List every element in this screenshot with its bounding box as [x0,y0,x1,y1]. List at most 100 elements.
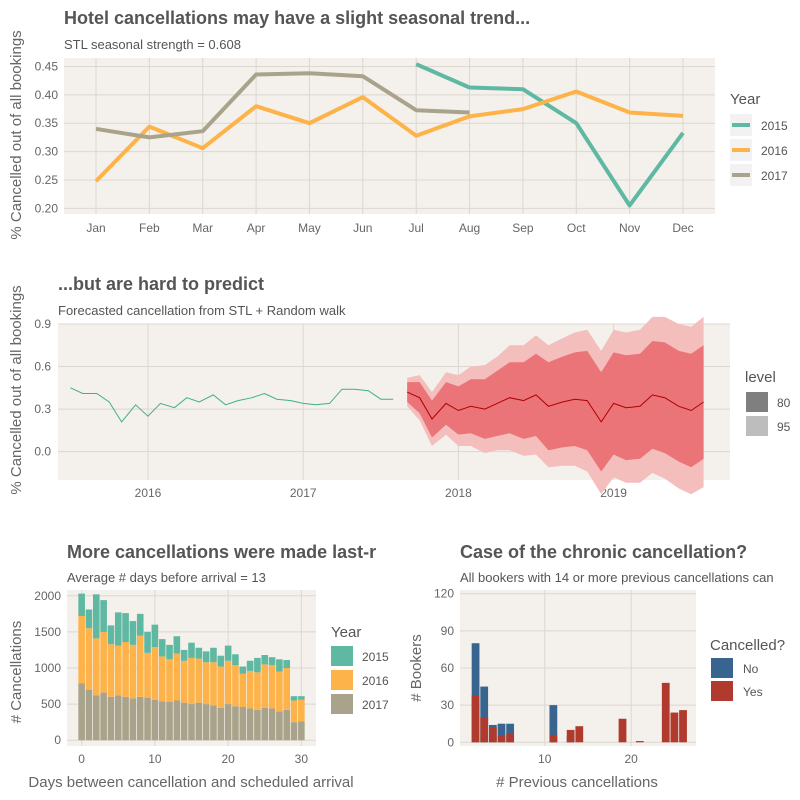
bar-2016 [122,642,129,697]
legend-label: Yes [743,685,763,699]
legend-swatch [711,681,733,701]
bar-2017 [85,689,93,741]
x-tick-label: 10 [148,752,162,766]
bar-2016 [114,645,122,696]
y-tick-label: 1000 [34,661,61,675]
bar-2016 [173,653,181,701]
bar-2015 [261,655,269,665]
chart-subtitle: All bookers with 14 or more previous can… [460,570,774,585]
bar-2016 [268,665,276,709]
y-tick-label: 0.35 [35,116,59,130]
bar-2016 [107,644,115,697]
y-tick-label: 0.6 [34,360,51,374]
forecast-band-80 [407,341,704,472]
x-tick-label: Oct [567,221,586,235]
y-tick-label: 0.20 [35,201,59,215]
bar-2015 [173,636,181,654]
bar-2015 [254,657,261,673]
legend-label: 2015 [362,650,389,664]
bar-2015 [100,600,107,632]
bar-2016 [129,644,137,699]
forecast-mean-line [406,391,704,423]
x-axis-label: # Previous cancellations [496,774,658,791]
x-tick-label: Feb [139,221,160,235]
y-axis-label: # Bookers [408,634,425,702]
history-line [70,387,394,423]
chart-title: Case of the chronic cancellation? [460,542,747,562]
bar-2017 [268,708,276,741]
bar-2017 [202,704,210,741]
bar-2017 [173,700,181,741]
bar-2016 [136,635,144,697]
bar-2016 [261,664,269,708]
bar-2017 [107,696,115,741]
legend-title: level [745,369,776,386]
bar-2017 [188,704,195,741]
bar-yes [679,710,687,743]
legend-label: 2017 [761,169,788,183]
bar-2017 [298,721,305,741]
bar-2017 [217,707,225,741]
bar-2015 [136,613,144,636]
bar-2017 [180,702,188,741]
x-tick-label: 2017 [290,486,317,500]
chart-subtitle: Average # days before arrival = 13 [67,570,266,585]
y-axis-label: % Cancelled out of all bookings [8,30,25,239]
bar-2017 [166,701,173,741]
bar-2015 [195,647,203,659]
bar-no [506,723,515,743]
y-tick-label: 0.3 [34,402,51,416]
bar-2015 [276,659,283,672]
y-tick-label: 0.0 [34,445,51,459]
chart-title: More cancellations were made last-r [67,542,376,562]
bar-2017 [246,708,254,741]
bar-2016 [144,652,151,698]
legend-swatch [331,646,353,666]
legend-label: 80 [777,396,791,410]
legend-swatch [331,694,353,714]
bar-2017 [158,701,166,741]
bar-2015 [180,649,188,661]
bar-yes [549,734,558,743]
legend-swatch [746,416,768,436]
x-tick-label: 2018 [445,486,472,500]
bar-2016 [100,631,107,693]
bar-yes [497,736,506,743]
bar-2015 [129,621,137,645]
bar-2016 [232,665,239,707]
y-tick-label: 90 [441,624,455,638]
y-tick-label: 0.25 [35,173,59,187]
forecast-chart: ...but are hard to predict Forecasted ca… [8,274,791,500]
x-tick-label: 20 [624,752,638,766]
bar-no [471,643,480,743]
legend-label: 2016 [761,144,788,158]
x-tick-label: Aug [459,221,480,235]
bar-2015 [114,612,122,646]
bar-2015 [268,657,276,666]
x-tick-label: 0 [78,752,85,766]
legend-swatch [331,670,353,690]
bar-2015 [210,647,217,663]
x-tick-label: 30 [295,752,309,766]
y-tick-label: 60 [441,661,455,675]
bar-2016 [217,666,225,708]
x-tick-label: 2019 [600,486,627,500]
y-tick-label: 0.40 [35,88,59,102]
series-line-2017 [95,71,470,140]
previous-cancellations-bar-chart: Case of the chronic cancellation? All bo… [408,542,785,791]
y-axis-label: # Cancellations [8,621,25,724]
chart-title: Hotel cancellations may have a slight se… [64,8,530,28]
bar-2015 [122,613,129,642]
legend-swatch [746,392,768,412]
bar-yes [635,741,644,743]
bar-2015 [224,645,232,661]
legend-label: 2016 [362,674,389,688]
bar-no [549,705,558,743]
bar-2016 [202,662,210,705]
bar-2017 [224,704,232,741]
x-tick-label: Sep [512,221,534,235]
days-stacked-bar-chart: More cancellations were made last-r Aver… [8,542,389,791]
bar-2016 [92,638,100,696]
bar-2017 [195,702,203,741]
